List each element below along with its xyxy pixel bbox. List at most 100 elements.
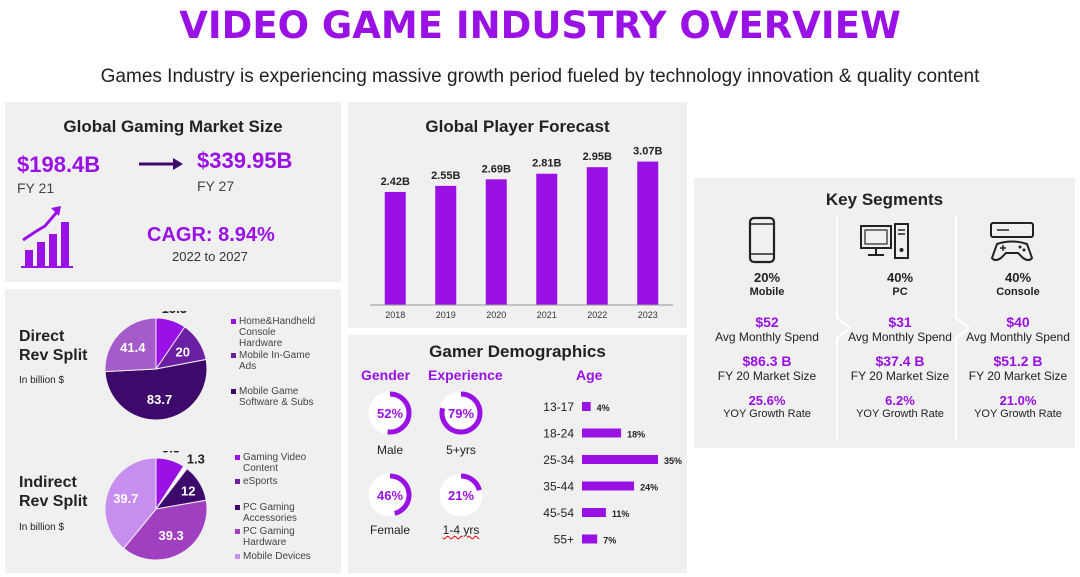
age-category-label: 35-44 xyxy=(543,480,574,494)
donut-pct-label: 21% xyxy=(448,488,474,503)
market-from-label: FY 21 xyxy=(17,180,55,196)
cagr-row: CAGR: 8.94% xyxy=(147,224,275,247)
legend-item: Mobile In-Game Ads xyxy=(231,350,321,372)
page-subtitle: Games Industry is experiencing massive g… xyxy=(100,66,980,87)
donut-arc xyxy=(387,391,412,435)
gender-male-label: Male xyxy=(376,443,403,457)
age-value-label: 18% xyxy=(627,430,645,440)
pie-value-label: 20 xyxy=(176,344,190,359)
age-category-label: 45-54 xyxy=(543,506,574,520)
segment-mobile-growth-label: YOY Growth Rate xyxy=(723,408,811,420)
legend-swatch xyxy=(235,479,240,484)
segment-pc-name: PC xyxy=(892,286,908,298)
segment-pc-spend: $31 xyxy=(888,314,912,330)
segment-mobile-growth: 25.6% xyxy=(748,393,786,408)
age-value-label: 24% xyxy=(640,483,658,493)
donut-arc xyxy=(439,391,483,435)
direct-rev-pie: 15.3 20 83.7 41.4 xyxy=(104,311,208,421)
segment-mobile-market-label: FY 20 Market Size xyxy=(717,369,817,383)
gender-female-label: Female xyxy=(369,523,410,537)
segment-mobile-pct: 20% xyxy=(753,270,781,285)
forecast-value-label: 2.55B xyxy=(431,170,460,182)
forecast-value-label: 2.81B xyxy=(532,158,561,170)
age-bar xyxy=(582,402,591,411)
age-header: Age xyxy=(576,367,603,383)
demographics-panel: Gamer Demographics Gender Experience Age… xyxy=(348,335,687,573)
age-value-label: 7% xyxy=(603,536,616,546)
forecast-bar xyxy=(586,167,608,305)
market-from-value: $198.4B xyxy=(17,152,101,177)
experience-1to4-label: 1-4 yrs xyxy=(442,523,480,537)
legend-item: PC Gaming Hardware xyxy=(235,526,325,548)
legend-swatch xyxy=(231,389,236,394)
donut-pct-label: 46% xyxy=(377,488,403,503)
pie-slice xyxy=(104,358,208,421)
age-bar xyxy=(582,455,658,464)
forecast-value-label: 2.42B xyxy=(381,176,410,188)
age-category-label: 13-17 xyxy=(543,400,574,414)
demographic-donuts: 52% 79% 46% 21% xyxy=(368,391,483,517)
forecast-bar xyxy=(536,173,558,305)
pie-slice xyxy=(104,317,157,373)
segment-console-market-label: FY 20 Market Size xyxy=(968,369,1068,383)
market-size-title: Global Gaming Market Size xyxy=(63,117,283,136)
key-segments-panel: Key Segments 20% Mobile $52 Avg Monthly … xyxy=(694,178,1075,448)
legend-label: PC Gaming Hardware xyxy=(243,526,295,548)
legend-label: Mobile In-Game Ads xyxy=(239,350,311,372)
forecast-year-label: 2018 xyxy=(385,310,405,320)
pie-value-label: 9.3 xyxy=(162,451,180,455)
age-category-label: 18-24 xyxy=(543,427,574,441)
segment-pc-pct: 40% xyxy=(886,270,914,285)
pie-value-label: 41.4 xyxy=(120,340,146,355)
legend-label: PC Gaming Accessories xyxy=(243,502,297,524)
forecast-year-label: 2021 xyxy=(537,310,557,320)
pie-slice xyxy=(122,499,208,561)
age-bar xyxy=(582,428,622,438)
indirect-rev-title-line1: Indirect xyxy=(19,474,77,491)
player-forecast-title: Global Player Forecast xyxy=(425,117,610,136)
segment-mobile-name: Mobile xyxy=(749,286,785,298)
segment-console-growth-label: YOY Growth Rate xyxy=(974,408,1062,420)
segment-console-name: Console xyxy=(996,286,1040,298)
age-value-label: 35% xyxy=(664,456,682,466)
age-value-label: 11% xyxy=(612,509,630,519)
segment-mobile: 20% Mobile $52 Avg Monthly Spend $86.3 B… xyxy=(702,270,832,420)
legend-label: Mobile Devices xyxy=(243,551,311,562)
forecast-value-label: 2.95B xyxy=(583,151,612,163)
segment-pc-growth: 6.2% xyxy=(885,393,915,408)
experience-header: Experience xyxy=(428,367,503,383)
key-segments-title: Key Segments xyxy=(825,190,944,209)
market-to-value: $339.95B xyxy=(197,148,293,173)
segment-pc-spend-label: Avg Monthly Spend xyxy=(848,330,952,344)
indirect-rev-pie: 9.3 1.3 12 39.3 39.7 xyxy=(104,451,208,561)
forecast-bar xyxy=(485,179,507,305)
segment-console-spend-label: Avg Monthly Spend xyxy=(966,330,1070,344)
forecast-value-label: 2.69B xyxy=(482,163,511,175)
console-icon xyxy=(990,222,1034,261)
legend-swatch xyxy=(235,529,240,534)
pie-value-label: 39.3 xyxy=(158,528,183,543)
segment-console-pct: 40% xyxy=(1004,270,1032,285)
growth-chart-icon xyxy=(21,206,73,268)
forecast-year-label: 2023 xyxy=(638,310,658,320)
arrow-right-icon xyxy=(139,158,183,170)
segment-dividers xyxy=(836,216,971,440)
legend-swatch xyxy=(231,353,236,358)
cagr-label: CAGR: xyxy=(147,224,213,246)
rev-split-panel: Direct Rev Split In billion $ Indirect R… xyxy=(5,289,341,573)
legend-label: eSports xyxy=(243,476,278,487)
segment-mobile-market: $86.3 B xyxy=(742,353,792,369)
legend-item: Mobile Devices xyxy=(235,551,325,562)
cagr-value: 8.94% xyxy=(218,224,275,246)
donut-arc xyxy=(460,473,482,492)
legend-label: Mobile Game Software & Subs xyxy=(239,386,314,408)
legend-label: Gaming Video Content xyxy=(243,452,307,474)
age-category-label: 55+ xyxy=(554,533,574,547)
direct-rev-title-line1: Direct xyxy=(19,328,65,345)
age-category-label: 25-34 xyxy=(543,453,574,467)
age-bar xyxy=(582,534,598,544)
forecast-value-label: 3.07B xyxy=(633,146,662,158)
page-title: VIDEO GAME INDUSTRY OVERVIEW xyxy=(179,4,901,47)
mobile-phone-icon xyxy=(748,216,776,264)
pie-value-label: 39.7 xyxy=(113,491,138,506)
